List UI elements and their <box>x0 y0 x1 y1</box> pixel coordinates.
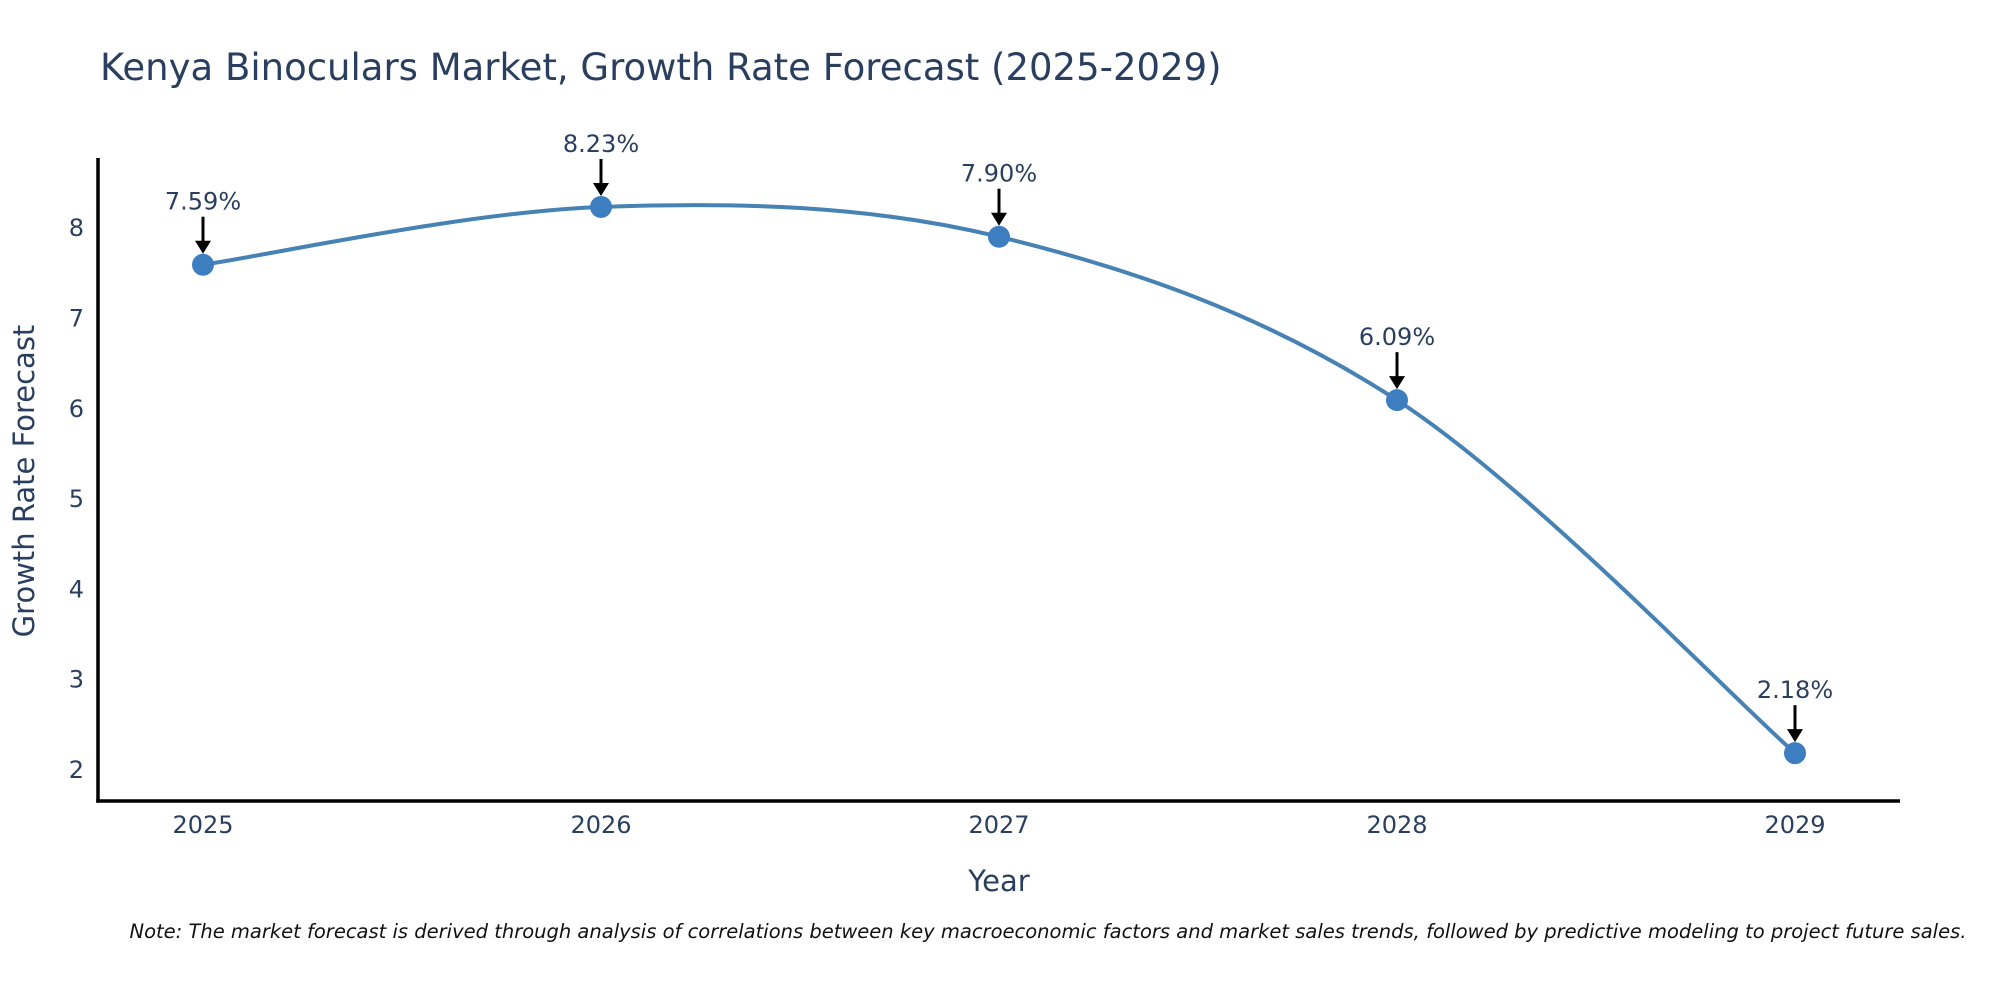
data-point-marker-2029 <box>1784 742 1806 765</box>
x-tick-label-2026: 2026 <box>570 811 631 839</box>
annotation-arrow-head-2026 <box>593 182 609 196</box>
data-point-marker-2026 <box>590 195 612 218</box>
x-tick-label-2029: 2029 <box>1764 811 1825 839</box>
annotation-arrow-head-2028 <box>1389 376 1405 390</box>
y-axis-title: Growth Rate Forecast <box>7 325 41 638</box>
annotation-arrow-head-2027 <box>991 212 1007 226</box>
series-line <box>202 203 1797 755</box>
annotation-layer: 7.59% 8.23% 7.90% 6.09% 2.18% <box>165 130 1833 743</box>
x-axis-ticks: 2025 2026 2027 2028 2029 <box>172 811 1825 839</box>
series-layer <box>192 195 1806 765</box>
x-tick-label-2027: 2027 <box>968 811 1029 839</box>
y-tick-label-8: 8 <box>69 214 84 242</box>
y-tick-label-3: 3 <box>69 666 84 694</box>
point-label-2025: 7.59% <box>165 188 241 216</box>
chart-note: Note: The market forecast is derived thr… <box>130 920 1967 943</box>
chart-title: Kenya Binoculars Market, Growth Rate For… <box>100 46 1222 89</box>
point-label-2029: 2.18% <box>1757 676 1833 704</box>
annotation-arrow-head-2029 <box>1787 729 1803 743</box>
data-point-marker-2025 <box>192 253 214 276</box>
data-point-marker-2028 <box>1386 389 1408 412</box>
x-tick-label-2025: 2025 <box>172 811 233 839</box>
point-label-2026: 8.23% <box>563 130 639 158</box>
y-tick-label-7: 7 <box>69 304 84 332</box>
point-label-2028: 6.09% <box>1359 323 1435 351</box>
x-tick-label-2028: 2028 <box>1366 811 1427 839</box>
data-point-marker-2027 <box>988 225 1010 248</box>
x-axis-title: Year <box>967 864 1029 898</box>
y-tick-label-6: 6 <box>69 395 84 423</box>
y-tick-label-4: 4 <box>69 575 84 603</box>
annotation-arrow-head-2025 <box>195 240 211 254</box>
y-tick-label-5: 5 <box>69 485 84 513</box>
y-tick-label-2: 2 <box>69 756 84 784</box>
y-axis-ticks: 2 3 4 5 6 7 8 <box>69 214 84 784</box>
point-label-2027: 7.90% <box>961 160 1037 188</box>
